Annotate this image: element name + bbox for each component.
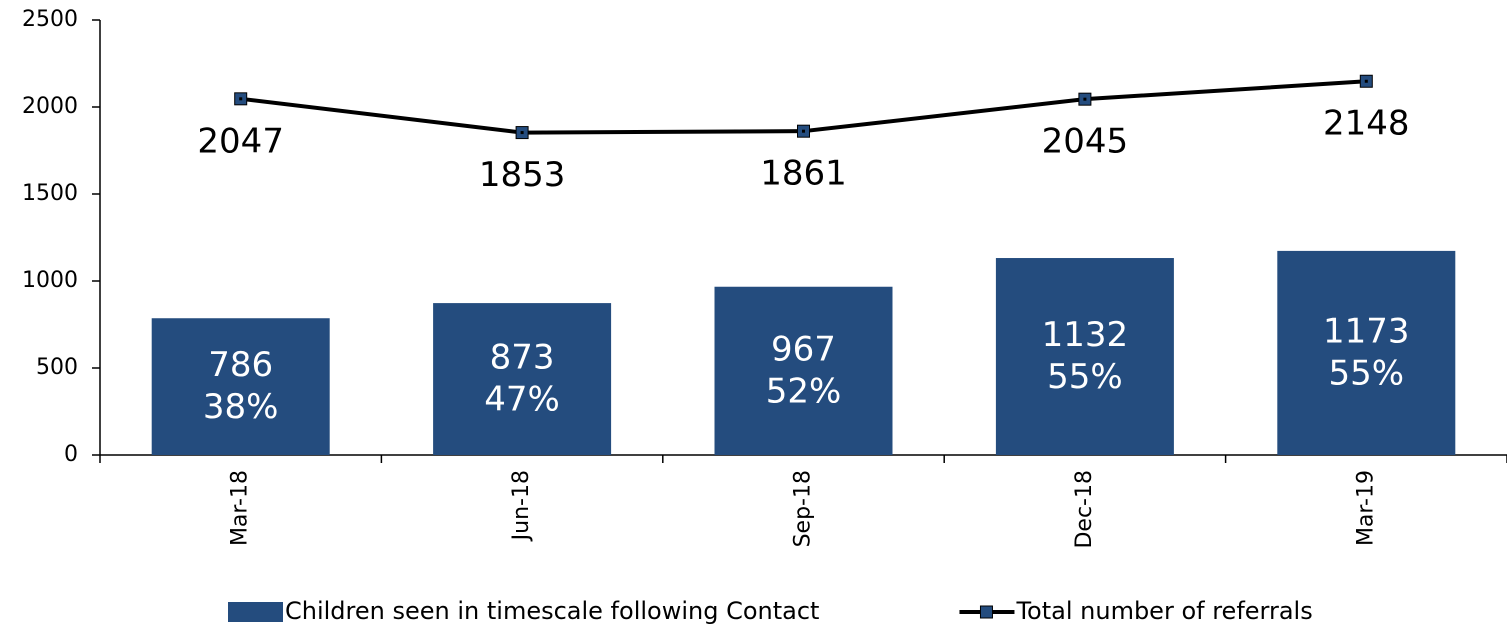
marker-dot (239, 97, 243, 101)
bar-percent-label: 55% (1047, 357, 1123, 397)
bar-value-label: 786 (208, 345, 273, 385)
x-tick-label: Jun-18 (509, 470, 534, 542)
bar (714, 286, 893, 455)
y-tick-label: 1000 (22, 268, 78, 293)
bar-value-label: 1173 (1323, 311, 1410, 351)
x-tick-label: Mar-18 (228, 470, 253, 546)
bar (151, 318, 330, 455)
legend-label: Children seen in timescale following Con… (285, 597, 819, 625)
bar (433, 303, 612, 455)
x-tick-label: Mar-19 (1353, 470, 1378, 546)
bar-value-label: 1132 (1042, 315, 1129, 355)
line-value-label: 1861 (760, 154, 847, 194)
bar-percent-label: 47% (484, 380, 560, 420)
y-tick-label: 1500 (22, 181, 78, 206)
legend-label: Total number of referrals (1015, 597, 1312, 625)
line-value-label: 2148 (1323, 104, 1410, 144)
bar-value-label: 873 (490, 338, 555, 378)
bar (995, 258, 1174, 455)
bar-percent-label: 52% (766, 371, 842, 411)
marker-dot (802, 129, 805, 133)
x-tick-label: Dec-18 (1072, 470, 1097, 549)
bar-percent-label: 38% (203, 387, 279, 427)
y-tick-label: 500 (36, 355, 78, 380)
bar-percent-label: 55% (1329, 353, 1405, 393)
marker-dot (520, 131, 524, 135)
y-tick-label: 2500 (22, 7, 78, 32)
legend-marker (979, 605, 993, 619)
bar-value-label: 967 (771, 329, 836, 369)
legend-swatch (228, 602, 283, 622)
y-tick-label: 0 (64, 442, 78, 467)
line-value-label: 1853 (479, 155, 566, 195)
y-tick-label: 2000 (22, 94, 78, 119)
marker-dot (1083, 97, 1087, 101)
marker-dot (1364, 79, 1368, 83)
line-value-label: 2047 (197, 121, 284, 161)
bar (1277, 250, 1456, 455)
x-tick-label: Sep-18 (791, 470, 816, 547)
line-value-label: 2045 (1042, 122, 1129, 162)
